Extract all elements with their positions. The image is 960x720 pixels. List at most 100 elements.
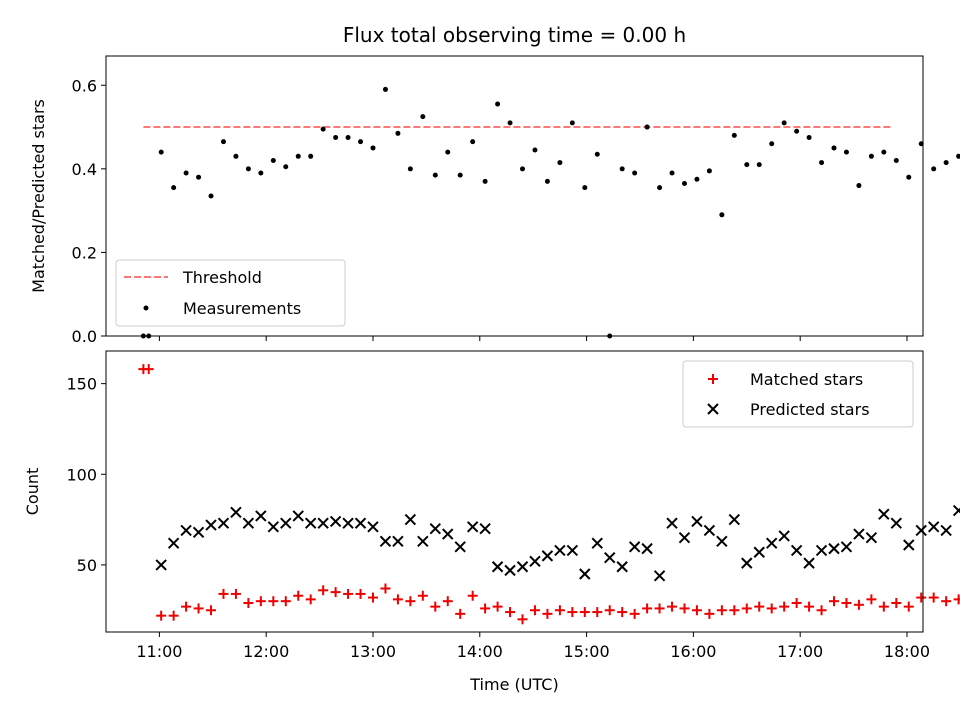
measurement-point [893, 157, 899, 163]
measurement-point [258, 170, 264, 176]
predicted-stars-point [429, 522, 441, 535]
matched-stars-point [293, 590, 304, 601]
matched-stars-point [181, 601, 192, 612]
bottom-y-axis-label: Count [23, 468, 42, 516]
bottom-axes-frame [105, 350, 924, 633]
predicted-stars-point [653, 570, 666, 582]
predicted-stars-point [516, 561, 529, 573]
predicted-stars-point [728, 513, 741, 526]
matched-stars-point [480, 603, 491, 614]
matched-stars-point [243, 597, 254, 608]
predicted-stars-point [628, 541, 641, 553]
predicted-stars-point [404, 513, 417, 526]
predicted-stars-point [604, 551, 616, 564]
x-tick-label: 11:00 [136, 642, 182, 661]
measurement-point [681, 180, 687, 186]
bottom-y-ticks: 50 100 150 [66, 375, 106, 575]
predicted-stars-point [280, 517, 292, 529]
matched-stars-point [168, 610, 179, 621]
top-y-tick-label: 0.0 [72, 327, 97, 346]
measurement-point [208, 193, 214, 199]
bottom-y-tick-label: 100 [66, 465, 97, 484]
top-plot-area [140, 86, 960, 339]
matched-stars-point [156, 610, 167, 621]
measurement-point [794, 128, 800, 134]
measurement-point [706, 168, 712, 174]
measurement-point [557, 160, 563, 166]
matched-stars-point [903, 601, 914, 612]
top-y-axis-label: Matched/Predicted stars [29, 99, 48, 293]
matched-stars-point [367, 592, 378, 603]
measurement-point [544, 178, 550, 184]
predicted-stars-point [155, 559, 167, 571]
matched-stars-point [305, 594, 316, 605]
predicted-stars-point [230, 506, 242, 519]
measurement-point [644, 124, 650, 130]
matched-stars-point [417, 590, 428, 601]
top-y-tick-label: 0.2 [72, 243, 97, 262]
predicted-stars-point [790, 544, 803, 557]
measurement-point [407, 166, 413, 172]
measurement-point [482, 178, 488, 184]
measurement-point [769, 141, 775, 147]
matched-stars-point [492, 601, 503, 612]
matched-stars-point [816, 605, 827, 616]
measurement-point [507, 120, 513, 126]
matched-stars-point [891, 597, 902, 608]
measurement-point [756, 162, 762, 168]
predicted-stars-point [392, 535, 404, 548]
matched-stars-point [343, 588, 354, 599]
measurement-point [470, 139, 476, 145]
measurement-point [220, 139, 226, 145]
predicted-stars-point [329, 515, 342, 528]
predicted-legend-marker [707, 403, 719, 415]
measurement-point [806, 134, 812, 140]
predicted-stars-point [267, 521, 280, 533]
predicted-stars-point [865, 532, 878, 544]
measurement-point [819, 160, 825, 166]
measurement-point [856, 183, 862, 189]
predicted-stars-point [292, 510, 304, 522]
measurement-point [943, 160, 949, 166]
measurement-point [358, 139, 364, 145]
top-y-tick-label: 0.4 [72, 160, 97, 179]
predicted-stars-point [591, 537, 603, 549]
matched-stars-point [318, 585, 329, 596]
predicted-stars-point [491, 561, 504, 573]
matched-stars-point [853, 599, 864, 610]
matched-stars-point [928, 592, 939, 603]
top-legend-box [115, 259, 346, 327]
measurement-point [395, 130, 401, 136]
measurement-point [906, 174, 912, 180]
measurement-point [320, 126, 326, 132]
predicted-stars-point [255, 510, 267, 522]
measurement-point [420, 114, 426, 120]
predicted-stars-point [890, 517, 903, 529]
measurement-point [270, 157, 276, 163]
measurement-point [582, 185, 588, 191]
predicted-stars-point [927, 521, 940, 533]
matched-stars-point [604, 605, 615, 616]
measurement-point [283, 164, 289, 170]
matched-stars-point [791, 597, 802, 608]
measurement-point [594, 151, 600, 157]
predicted-stars-point [379, 535, 392, 548]
matched-stars-point [592, 607, 603, 618]
measurement-point [931, 166, 937, 172]
measurement-point [445, 149, 451, 155]
matched-legend-marker [708, 374, 718, 384]
measurements-legend-swatch [143, 305, 149, 311]
predicted-stars-point [342, 517, 354, 529]
predicted-stars-point [466, 521, 479, 533]
measurement-point [781, 120, 787, 126]
measurement-point [457, 172, 463, 178]
measurement-point [520, 166, 526, 172]
predicted-stars-point [828, 542, 840, 555]
x-tick-label: 16:00 [670, 642, 716, 661]
measurement-point [196, 174, 202, 180]
predicted-stars-point [641, 542, 653, 555]
matched-stars-point [667, 601, 678, 612]
measurement-point [956, 153, 960, 159]
predicted-stars-point [442, 528, 454, 540]
